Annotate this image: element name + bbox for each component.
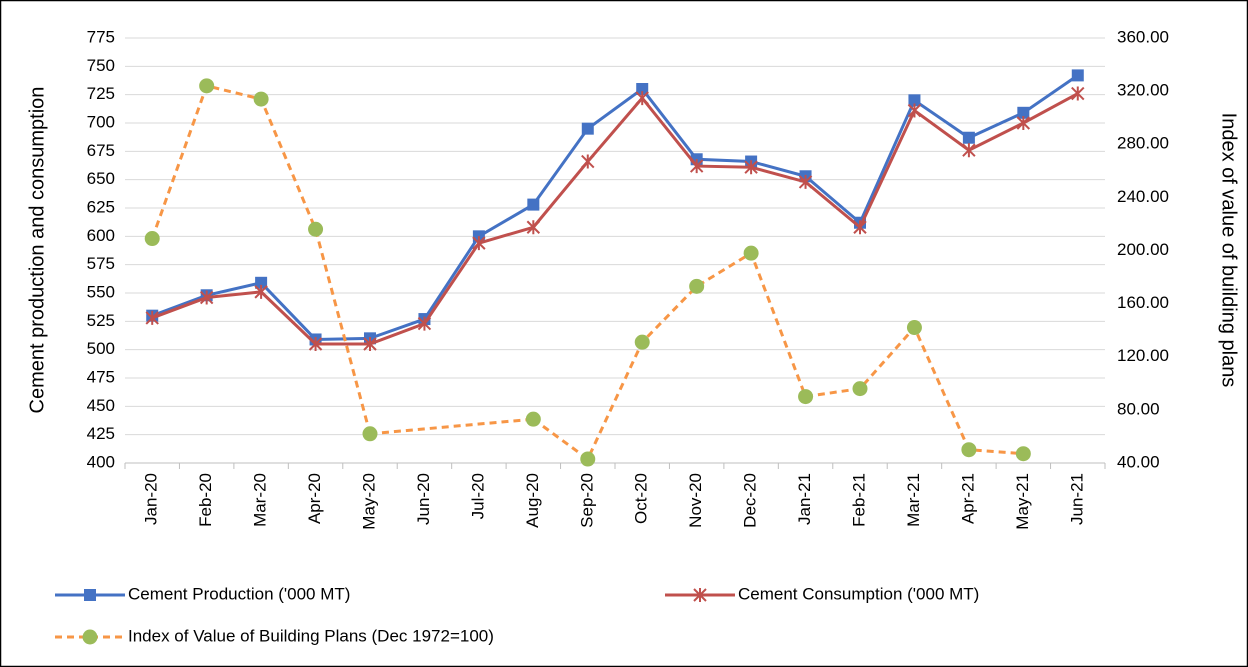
x-tick-label: Mar-20: [251, 473, 270, 527]
marker: [363, 337, 377, 351]
marker: [1016, 116, 1031, 130]
x-tick-label: Aug-20: [523, 473, 542, 528]
marker: [908, 94, 921, 107]
marker: [472, 236, 486, 251]
marker: [689, 159, 704, 174]
x-tick-label: Jan-20: [142, 473, 161, 525]
marker: [962, 143, 976, 158]
y2-tick-label: 360.00: [1117, 27, 1169, 46]
y-tick-label: 775: [87, 27, 115, 46]
marker: [906, 320, 922, 336]
y-tick-label: 725: [87, 84, 115, 103]
legend-marker: [82, 629, 98, 645]
y-tick-label: 625: [87, 197, 115, 216]
marker: [798, 174, 813, 189]
marker: [527, 198, 540, 211]
legend-label: Index of Value of Building Plans (Dec 19…: [128, 626, 494, 645]
marker: [526, 220, 541, 235]
x-tick-label: Oct-20: [632, 473, 651, 524]
legend-label: Cement Consumption ('000 MT): [738, 584, 979, 603]
marker: [581, 154, 595, 169]
y2-tick-label: 240.00: [1117, 187, 1169, 206]
legend-marker: [84, 589, 96, 601]
y2-tick-label: 80.00: [1117, 399, 1160, 418]
x-tick-label: Dec-20: [741, 473, 760, 528]
y-axis-title: Cement production and consumption: [26, 87, 48, 414]
marker: [961, 442, 977, 458]
x-tick-label: May-21: [1013, 473, 1032, 530]
x-tick-label: Nov-20: [686, 473, 705, 528]
marker: [1017, 106, 1030, 119]
marker: [852, 381, 868, 397]
legend-label: Cement Production ('000 MT): [128, 584, 350, 603]
y-tick-label: 425: [87, 424, 115, 443]
x-tick-label: Sep-20: [577, 473, 596, 528]
marker: [907, 103, 922, 118]
x-tick-label: Feb-20: [196, 473, 215, 527]
y2-tick-label: 280.00: [1117, 134, 1169, 153]
gap-connector: [369, 417, 534, 436]
y-tick-label: 525: [87, 311, 115, 330]
x-tick-label: Jan-21: [795, 473, 814, 525]
marker: [962, 131, 975, 144]
legend-marker: [693, 588, 707, 602]
marker: [253, 91, 269, 107]
marker: [853, 220, 867, 235]
y-tick-label: 575: [87, 254, 115, 273]
marker: [1071, 86, 1085, 101]
marker: [1015, 446, 1031, 462]
marker: [145, 310, 159, 325]
series-line: [151, 74, 1079, 341]
marker: [308, 337, 323, 351]
marker: [199, 78, 215, 94]
marker: [689, 278, 705, 294]
y-tick-label: 550: [87, 282, 115, 301]
marker: [581, 122, 594, 135]
y-tick-label: 450: [87, 396, 115, 415]
y2-tick-label: 200.00: [1117, 240, 1169, 259]
marker: [636, 83, 649, 95]
y-tick-label: 600: [87, 226, 115, 245]
marker: [144, 231, 160, 247]
marker: [255, 276, 268, 289]
y-tick-label: 650: [87, 169, 115, 188]
y-tick-label: 750: [87, 56, 115, 75]
y2-tick-label: 320.00: [1117, 81, 1169, 100]
marker: [308, 221, 324, 237]
marker: [417, 316, 432, 331]
y-tick-label: 675: [87, 141, 115, 160]
y-tick-label: 700: [87, 112, 115, 131]
marker: [1071, 69, 1084, 82]
marker: [634, 334, 650, 350]
marker: [254, 284, 268, 299]
x-tick-label: Apr-21: [958, 473, 977, 524]
marker: [580, 451, 596, 467]
y-tick-label: 400: [87, 452, 115, 471]
marker: [525, 411, 541, 427]
series-line: [151, 92, 1079, 346]
x-tick-label: Jun-21: [1067, 473, 1086, 525]
y2-tick-label: 40.00: [1117, 452, 1160, 471]
x-tick-label: May-20: [359, 473, 378, 530]
y2-tick-label: 120.00: [1117, 346, 1169, 365]
y2-tick-label: 160.00: [1117, 293, 1169, 312]
x-tick-label: Mar-21: [904, 473, 923, 527]
marker: [798, 389, 814, 405]
marker: [362, 426, 378, 442]
marker: [199, 290, 214, 305]
marker: [744, 160, 758, 175]
x-tick-label: Jun-20: [414, 473, 433, 525]
x-tick-label: Apr-20: [305, 473, 324, 524]
y-tick-label: 500: [87, 339, 115, 358]
marker: [635, 91, 649, 106]
y2-axis-title: Index of value of building plans: [1218, 113, 1240, 388]
x-tick-label: Feb-21: [849, 473, 868, 527]
marker: [743, 245, 759, 261]
x-tick-label: Jul-20: [468, 473, 487, 519]
y-tick-label: 475: [87, 367, 115, 386]
